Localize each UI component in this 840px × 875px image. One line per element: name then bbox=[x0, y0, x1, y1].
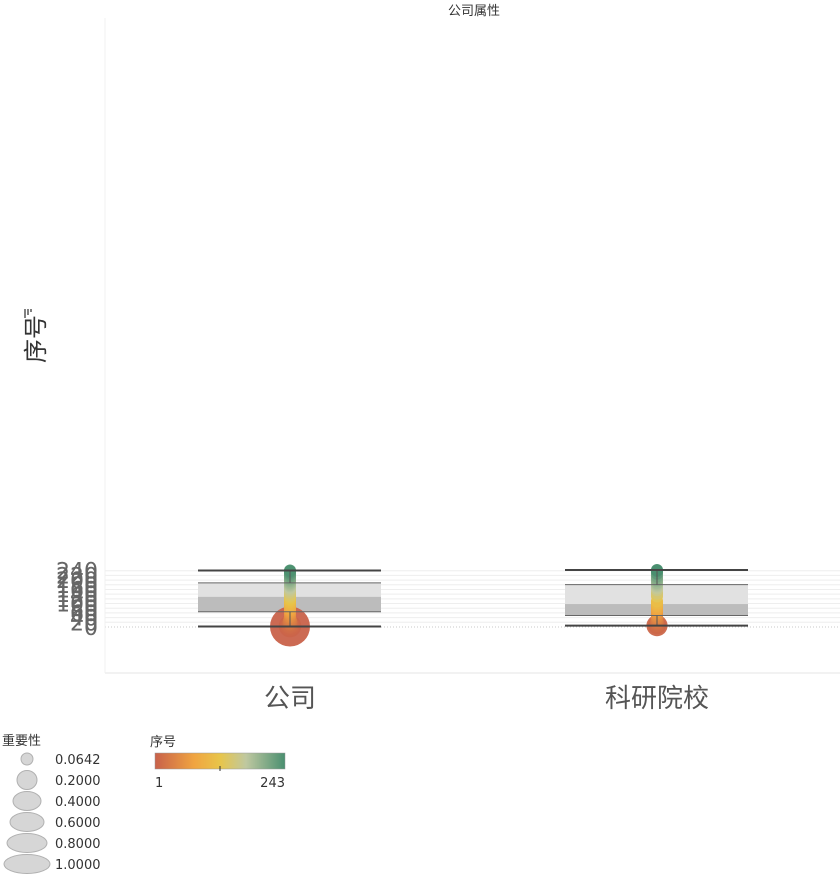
size-legend-swatch bbox=[12, 791, 42, 811]
y-tick-label: 0 bbox=[84, 616, 98, 641]
size-legend-swatch bbox=[16, 770, 38, 790]
x-category-label: 科研院校 bbox=[605, 684, 709, 714]
size-legend-label: 1.0000 bbox=[55, 858, 101, 873]
color-legend-min: 1 bbox=[155, 776, 163, 791]
y-tick-label: 180 bbox=[56, 574, 98, 599]
size-legend-label: 0.4000 bbox=[55, 795, 101, 810]
size-legend-swatch bbox=[3, 854, 51, 874]
y-tick-label: 160 bbox=[56, 578, 98, 603]
y-tick-label: 220 bbox=[56, 564, 98, 589]
color-legend-max: 243 bbox=[260, 776, 285, 791]
y-tick-label: 200 bbox=[56, 569, 98, 594]
y-tick-label: 100 bbox=[56, 593, 98, 618]
x-axis-categories: 公司 科研院校 bbox=[264, 684, 709, 714]
chart-title: 公司属性 bbox=[448, 4, 500, 19]
size-legend-swatch bbox=[20, 752, 34, 766]
x-category-label: 公司 bbox=[264, 684, 316, 714]
size-legend: 重要性 0.0642 0.2000 0.4000 0.6000 0.8000 1.0000 bbox=[2, 733, 101, 874]
y-axis-title[interactable]: 序号 bbox=[22, 315, 50, 363]
y-tick-label: 40 bbox=[70, 607, 98, 632]
y-tick-label: 20 bbox=[70, 611, 98, 636]
color-legend-title: 序号 bbox=[150, 735, 176, 750]
size-legend-swatch bbox=[6, 833, 48, 853]
size-legend-label: 0.2000 bbox=[55, 774, 101, 789]
whiskers bbox=[198, 569, 748, 628]
y-tick-label: 80 bbox=[70, 597, 98, 622]
size-legend-swatch bbox=[9, 812, 45, 832]
filter-icon[interactable] bbox=[24, 309, 32, 318]
size-legend-label: 0.6000 bbox=[55, 816, 101, 831]
size-legend-label: 0.0642 bbox=[55, 753, 101, 768]
size-legend-label: 0.8000 bbox=[55, 837, 101, 852]
y-tick-label: 120 bbox=[56, 588, 98, 613]
y-tick-label: 140 bbox=[56, 583, 98, 608]
y-tick-label: 60 bbox=[70, 602, 98, 627]
size-legend-title: 重要性 bbox=[2, 733, 41, 749]
color-legend: 序号 1 243 bbox=[150, 735, 286, 791]
y-tick-label: 240 bbox=[56, 560, 98, 585]
